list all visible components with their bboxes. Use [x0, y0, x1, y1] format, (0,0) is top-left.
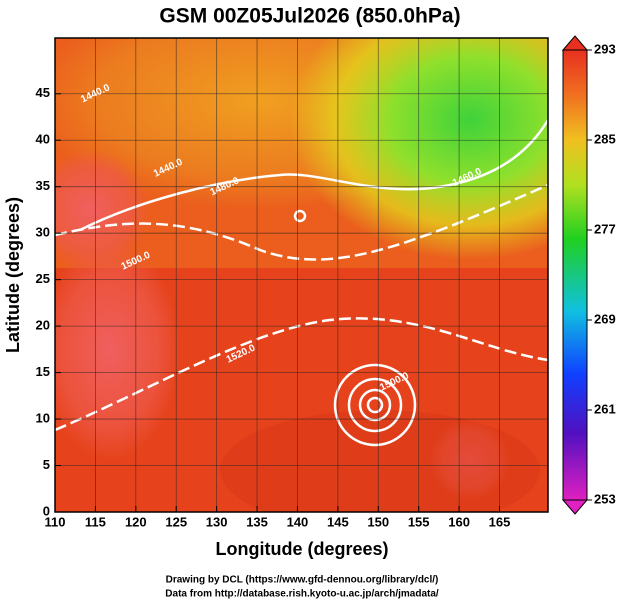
credit: Drawing by DCL (https://www.gfd-dennou.o…	[166, 575, 439, 586]
y-tick-label: 30	[36, 225, 50, 240]
colorbar-tick-label: 261	[594, 401, 616, 416]
x-tick-label: 130	[206, 514, 228, 529]
y-tick-label: 40	[36, 132, 50, 147]
x-axis-label: Longitude (degrees)	[215, 539, 388, 559]
y-tick-label: 45	[36, 85, 50, 100]
colorbar-tick-label: 269	[594, 311, 616, 326]
y-tick-label: 5	[43, 457, 50, 472]
x-tick-label: 115	[85, 514, 106, 529]
x-tick-label: 150	[367, 514, 389, 529]
x-tick-label: 110	[45, 514, 66, 529]
y-tick-label: 35	[36, 178, 50, 193]
chart-title: GSM 00Z05Jul2026 (850.0hPa)	[159, 5, 460, 28]
x-tick-label: 160	[448, 514, 470, 529]
y-tick-label: 0	[43, 503, 50, 518]
colorbar-max-arrow	[561, 35, 589, 51]
x-tick-label: 120	[125, 514, 147, 529]
colorbar-tick-label: 293	[594, 41, 616, 56]
credit: Data from http://database.rish.kyoto-u.a…	[165, 589, 439, 600]
colorbar-tick-label: 253	[594, 491, 616, 506]
x-tick-label: 125	[165, 514, 187, 529]
typhoon-contours	[55, 119, 548, 447]
y-tick-label: 20	[36, 318, 50, 333]
temperature-field	[55, 38, 548, 512]
y-axis-label: Latitude (degrees)	[3, 197, 23, 353]
x-tick-label: 155	[408, 514, 430, 529]
x-tick-label: 145	[327, 514, 349, 529]
y-tick-label: 15	[36, 364, 50, 379]
colorbar-tick-label: 277	[594, 221, 616, 236]
colorbar-tick-label: 285	[594, 131, 616, 146]
y-tick-label: 25	[36, 271, 50, 286]
colorbar-min-arrow	[561, 499, 589, 515]
y-tick-label: 10	[36, 410, 50, 425]
x-tick-label: 165	[489, 514, 511, 529]
colorbar	[562, 49, 588, 501]
x-tick-label: 135	[246, 514, 268, 529]
x-tick-label: 140	[287, 514, 309, 529]
plot-frame	[54, 37, 549, 513]
